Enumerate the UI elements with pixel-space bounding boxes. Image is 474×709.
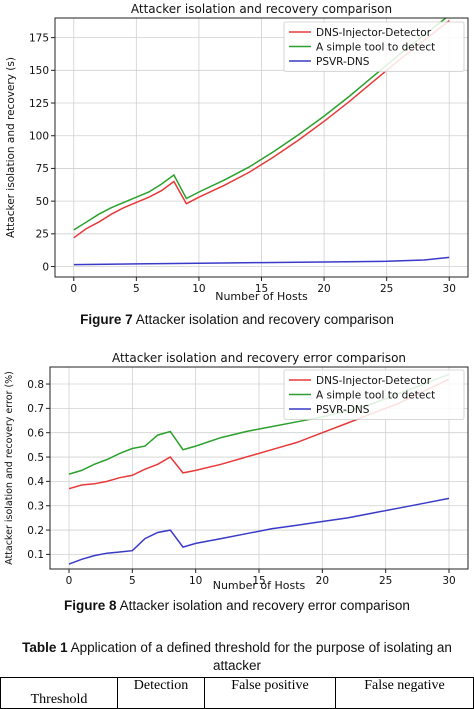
x-axis-label: Number of Hosts — [213, 579, 306, 592]
x-tick-label: 25 — [380, 283, 393, 295]
table-header-false-positive: False positive — [204, 677, 336, 709]
x-tick-label: 20 — [317, 283, 330, 295]
x-axis-label: Number of Hosts — [215, 290, 308, 303]
y-tick-label: 0.5 — [27, 452, 44, 464]
y-axis-label: Attacker isolation and recovery (s) — [5, 57, 17, 238]
table-header-threshold: Threshold — [0, 677, 118, 709]
y-tick-label: 75 — [36, 163, 49, 175]
figure-8-text: Attacker isolation and recovery error co… — [119, 598, 410, 613]
x-tick-label: 5 — [129, 575, 136, 587]
y-tick-label: 0.6 — [27, 428, 44, 440]
figure-8-label: Figure 8 — [64, 598, 117, 613]
x-tick-label: 15 — [255, 283, 268, 295]
legend-box — [283, 21, 465, 72]
table-1-text: Application of a defined threshold for t… — [70, 640, 452, 673]
x-tick-label: 10 — [192, 283, 205, 295]
legend-label-3: PSVR-DNS — [316, 404, 370, 416]
x-tick-label: 5 — [133, 283, 140, 295]
y-tick-label: 0.3 — [27, 501, 44, 513]
x-tick-label: 30 — [443, 283, 456, 295]
series-line-3 — [73, 256, 450, 266]
x-tick-label: 10 — [189, 575, 202, 587]
y-tick-label: 25 — [36, 229, 49, 241]
legend-label-1: DNS-Injector-Detector — [316, 27, 432, 39]
y-axis-label: Attacker isolation and recovery error (%… — [4, 371, 15, 565]
chart-title: Attacker isolation and recovery error co… — [112, 351, 406, 365]
legend-label-2: A simple tool to detect — [316, 41, 435, 53]
y-tick-label: 175 — [29, 32, 49, 44]
y-tick-label: 50 — [36, 196, 49, 208]
x-tick-label: 15 — [252, 575, 265, 587]
y-tick-label: 100 — [29, 131, 49, 143]
series-line-1 — [73, 20, 450, 239]
table-header-detection: Detection — [117, 677, 205, 709]
y-tick-label: 0.8 — [27, 379, 44, 391]
figure-8-caption: Figure 8 Attacker isolation and recovery… — [0, 598, 474, 613]
table-1-label: Table 1 — [22, 640, 68, 655]
legend-box — [283, 369, 465, 420]
y-tick-label: 0 — [42, 261, 49, 273]
chart-title: Attacker isolation and recovery comparis… — [131, 2, 392, 16]
figure-8-chart: Attacker isolation and recovery error co… — [0, 350, 474, 597]
y-tick-label: 150 — [29, 65, 49, 77]
y-tick-label: 0.4 — [27, 476, 44, 488]
figure-7-caption: Figure 7 Attacker isolation and recovery… — [0, 312, 474, 327]
legend-label-3: PSVR-DNS — [316, 56, 370, 68]
table-header-false-negative: False negative — [335, 677, 474, 709]
x-tick-label: 0 — [66, 575, 73, 587]
chart-svg: Attacker isolation and recovery error co… — [4, 351, 469, 592]
y-tick-label: 0.7 — [27, 403, 44, 415]
figure-7-chart: Attacker isolation and recovery comparis… — [0, 0, 474, 309]
x-tick-label: 30 — [442, 575, 455, 587]
y-tick-label: 0.2 — [27, 525, 44, 537]
x-tick-label: 0 — [70, 283, 77, 295]
y-tick-label: 125 — [29, 98, 49, 110]
figure-7-label: Figure 7 — [80, 312, 133, 327]
x-tick-label: 20 — [316, 575, 329, 587]
figure-7-text: Attacker isolation and recovery comparis… — [135, 312, 394, 327]
series-line-3 — [68, 497, 450, 565]
y-tick-label: 0.1 — [27, 549, 44, 561]
legend-label-2: A simple tool to detect — [316, 389, 435, 401]
x-tick-label: 25 — [379, 575, 392, 587]
series-line-2 — [73, 18, 448, 231]
legend-label-1: DNS-Injector-Detector — [316, 375, 432, 387]
chart-svg: Attacker isolation and recovery comparis… — [5, 2, 469, 303]
table-1-caption: Table 1 Application of a defined thresho… — [0, 639, 474, 675]
threshold-table: Threshold Detection False positive False… — [0, 677, 474, 709]
table-header-row: Threshold Detection False positive False… — [0, 677, 474, 709]
